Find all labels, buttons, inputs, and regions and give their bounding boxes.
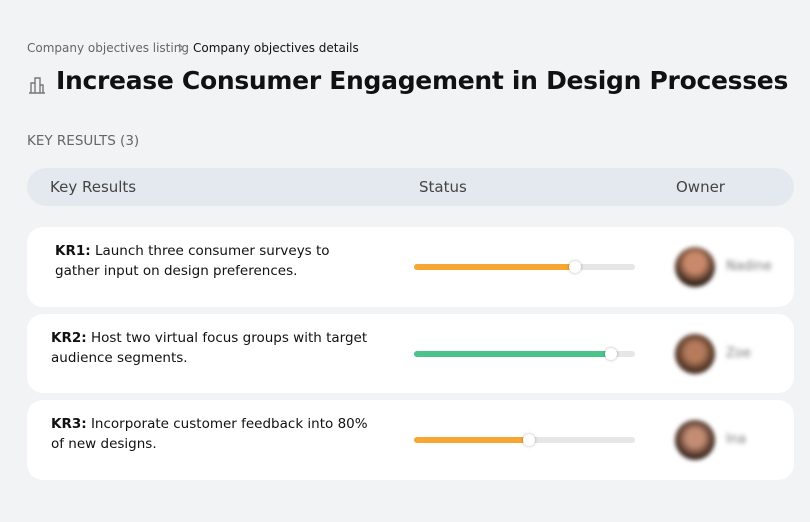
table-row [27,227,794,307]
progress-knob [522,434,535,446]
key-result-description: Host two virtual focus groups with targe… [51,330,368,366]
table-header [27,168,794,206]
progress-bar [414,264,576,270]
section-label: KEY RESULTS (3) [27,133,140,149]
key-result-text: KR2: Host two virtual focus groups with … [51,328,371,368]
owner-name: Nadine [726,259,772,274]
key-result-label: KR2: [51,330,87,346]
owner-avatar [675,420,715,460]
chevron-icon [178,43,184,53]
progress-knob [569,261,582,273]
table-row [27,314,794,393]
page-title: Increase Consumer Engagement in Design P… [56,66,789,95]
key-result-description: Launch three consumer surveys to gather … [55,243,330,279]
owner-name: Ina [726,432,747,447]
key-result-label: KR3: [51,416,87,432]
key-result-label: KR1: [55,243,91,259]
column-header: Owner [676,178,725,196]
breadcrumb-link[interactable]: Company objectives listing [27,41,189,55]
owner-avatar [675,333,715,374]
progress-bar [414,350,611,357]
key-result-text: KR3: Incorporate customer feedback into … [51,414,371,454]
progress-track [414,434,635,446]
column-header: Key Results [50,178,137,196]
owner-name: Zoe [726,345,751,361]
column-header: Status [419,178,467,196]
progress-bar [414,437,529,443]
progress-track [414,261,635,273]
owner-avatar [675,247,715,287]
progress-track [414,347,635,360]
building-icon [29,77,45,94]
progress-knob [604,347,617,360]
key-result-text: KR1: Launch three consumer surveys to ga… [55,241,375,281]
breadcrumb-current: Company objectives details [193,41,359,55]
key-result-description: Incorporate customer feedback into 80% o… [51,416,368,452]
table-row [27,400,794,480]
